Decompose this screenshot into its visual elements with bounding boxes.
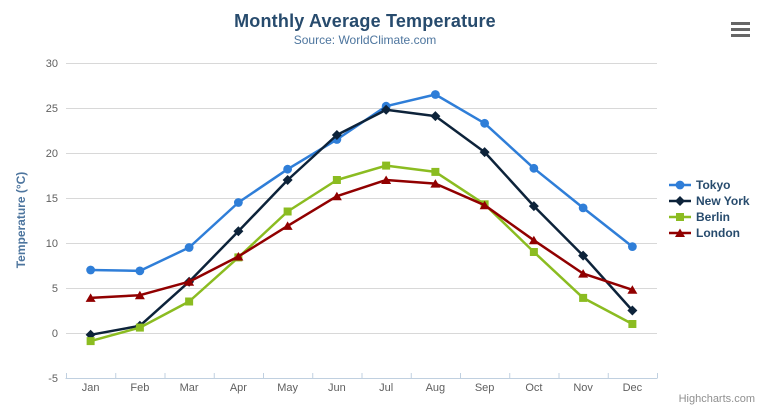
y-axis-label: 0 xyxy=(52,328,58,340)
hamburger-menu-icon xyxy=(731,21,750,25)
x-axis-label: Jan xyxy=(82,382,100,394)
y-axis-title: Temperature (°C) xyxy=(14,171,28,269)
legend-label: London xyxy=(696,226,740,240)
legend-label: New York xyxy=(696,194,750,208)
y-axis-label: 30 xyxy=(46,58,58,70)
x-axis-label: Feb xyxy=(130,382,149,394)
series-london[interactable] xyxy=(85,175,638,302)
legend: Tokyo New York Berlin London xyxy=(669,177,750,241)
x-axis-label: Dec xyxy=(623,382,643,394)
chart-title: Monthly Average Temperature xyxy=(234,11,496,31)
y-axis-label: 25 xyxy=(46,103,58,115)
legend-item-london[interactable]: London xyxy=(669,225,750,241)
series-berlin[interactable] xyxy=(86,161,637,346)
x-axis-label: Jul xyxy=(379,382,393,394)
x-axis-label: Mar xyxy=(180,382,199,394)
y-axis-label: 15 xyxy=(46,193,58,205)
x-axis-label: Nov xyxy=(573,382,593,394)
legend-diamond-icon xyxy=(669,196,691,206)
legend-label: Berlin xyxy=(696,210,731,224)
legend-triangle-icon xyxy=(669,228,691,237)
y-axis-label: 5 xyxy=(52,283,58,295)
y-axis-label: 20 xyxy=(46,148,58,160)
x-axis-label: Aug xyxy=(426,382,446,394)
series-new-york[interactable] xyxy=(85,104,638,340)
x-axis-label: Apr xyxy=(230,382,247,394)
legend-square-icon xyxy=(669,213,691,221)
legend-label: Tokyo xyxy=(696,178,731,192)
chart-context-menu-button[interactable] xyxy=(729,18,753,40)
chart-subtitle: Source: WorldClimate.com xyxy=(293,33,437,47)
x-axis-label: Oct xyxy=(525,382,542,394)
x-axis-label: Jun xyxy=(328,382,346,394)
y-axis-label: -5 xyxy=(48,373,58,385)
x-axis-label: Sep xyxy=(475,382,495,394)
y-axis-label: 10 xyxy=(46,238,58,250)
legend-item-berlin[interactable]: Berlin xyxy=(669,209,750,225)
legend-item-tokyo[interactable]: Tokyo xyxy=(669,177,750,193)
legend-circle-icon xyxy=(669,180,691,190)
series-tokyo[interactable] xyxy=(86,90,637,276)
legend-item-new-york[interactable]: New York xyxy=(669,193,750,209)
x-axis-label: May xyxy=(277,382,298,394)
credits-link[interactable]: Highcharts.com xyxy=(678,393,755,405)
